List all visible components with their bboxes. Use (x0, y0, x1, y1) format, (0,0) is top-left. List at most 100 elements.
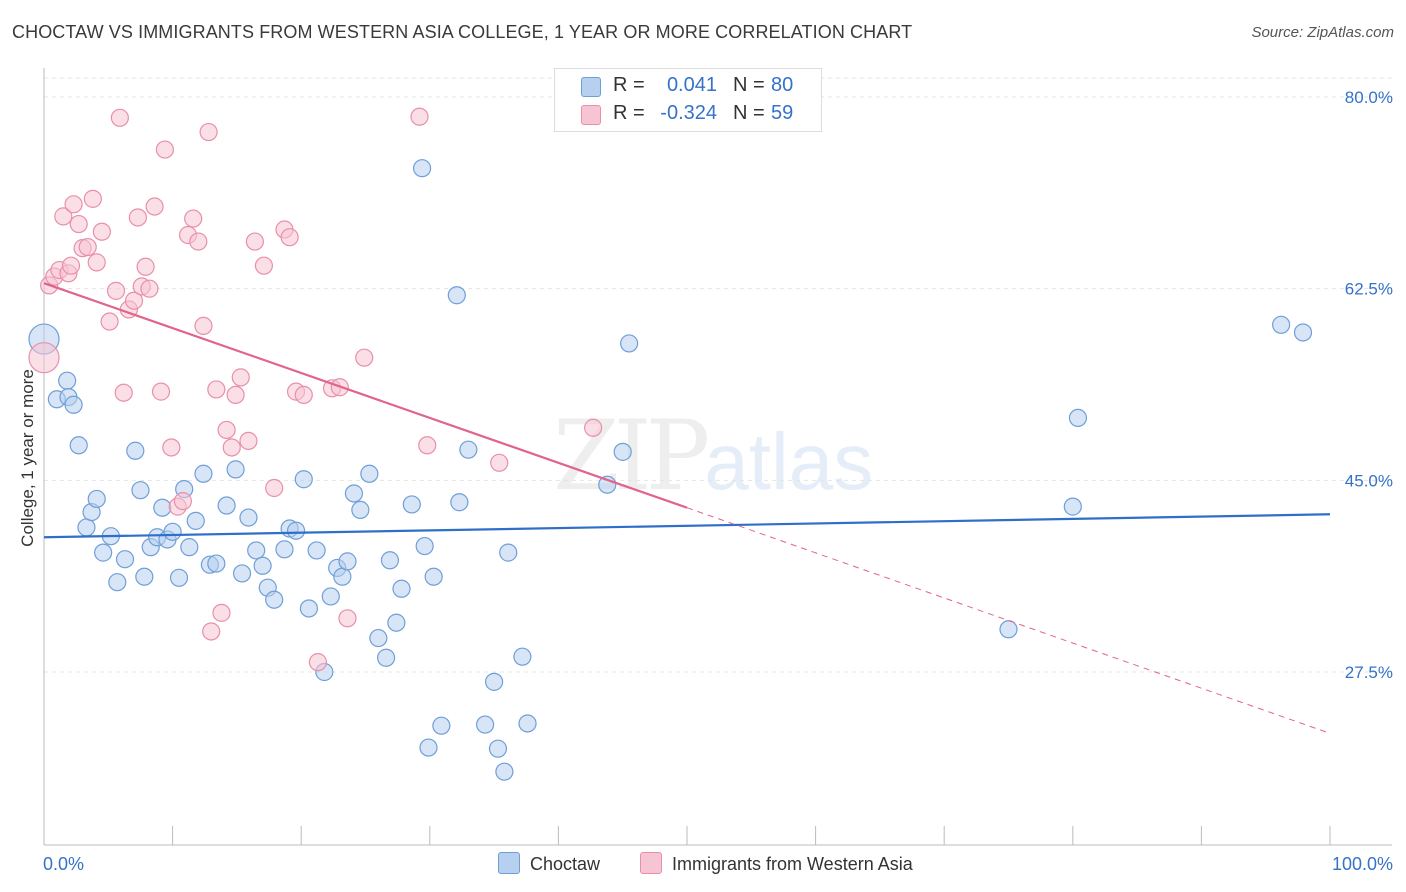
x-tick-label-1: 100.0% (1332, 854, 1393, 874)
point-choctaw-30 (232, 564, 252, 583)
point-choctaw-55 (402, 495, 421, 514)
point-choctaw-6 (77, 518, 96, 537)
point-immigrants-37 (212, 603, 231, 622)
point-choctaw-61 (447, 286, 466, 305)
point-immigrants-38 (217, 420, 236, 440)
point-choctaw-72 (613, 442, 632, 461)
point-choctaw-32 (247, 541, 266, 560)
legend-r-label: R = (613, 102, 645, 124)
legend-n-value: 80 (771, 74, 794, 96)
point-choctaw-53 (387, 613, 406, 632)
trend-line-choctaw (43, 513, 1331, 539)
point-immigrants-19 (124, 291, 144, 310)
point-immigrants-53 (338, 609, 357, 628)
point-choctaw-27 (207, 554, 226, 573)
point-immigrants-45 (265, 478, 284, 498)
point-immigrants-11 (83, 189, 102, 208)
point-immigrants-50 (308, 653, 328, 672)
point-immigrants-0 (28, 342, 60, 374)
point-immigrants-55 (410, 107, 429, 126)
bottom-legend-immigrants: Immigrants from Western Asia (640, 852, 913, 875)
point-immigrants-16 (110, 108, 129, 127)
point-choctaw-77 (1272, 315, 1291, 334)
x-tick-label-0: 0.0% (43, 854, 84, 874)
watermark-atlas: atlas (704, 417, 874, 506)
point-choctaw-47 (344, 484, 364, 503)
point-choctaw-78 (1293, 323, 1313, 342)
legend-r-label: R = (613, 74, 645, 96)
point-choctaw-29 (226, 460, 245, 479)
point-choctaw-18 (153, 498, 172, 517)
y-tick-label-1: 45.0% (1345, 471, 1393, 490)
point-choctaw-33 (253, 556, 272, 575)
legend-swatch-immigrants (581, 105, 601, 125)
point-immigrants-7 (64, 195, 83, 214)
point-choctaw-40 (299, 599, 319, 618)
legend-r-value: -0.324 (660, 102, 717, 124)
point-choctaw-67 (495, 762, 514, 781)
watermark: ZIPatlas (553, 400, 873, 512)
point-choctaw-76 (1068, 408, 1088, 428)
point-choctaw-23 (180, 538, 199, 557)
point-immigrants-20 (128, 208, 147, 227)
bottom-legend-swatch-choctaw (498, 852, 520, 874)
legend: R = 0.041 N = 80 R = -0.324 N = 59 (554, 68, 822, 132)
point-immigrants-40 (226, 385, 245, 405)
point-immigrants-8 (69, 214, 88, 234)
y-tick-label-3: 80.0% (1345, 88, 1393, 107)
point-choctaw-66 (488, 739, 508, 758)
point-choctaw-14 (131, 481, 150, 500)
point-choctaw-35 (265, 590, 284, 609)
point-immigrants-27 (162, 438, 181, 457)
point-choctaw-41 (307, 541, 326, 560)
bottom-legend-label-immigrants: Immigrants from Western Asia (672, 854, 913, 874)
point-choctaw-70 (518, 714, 537, 733)
point-immigrants-31 (184, 209, 203, 228)
y-tick-label-0: 27.5% (1345, 663, 1393, 682)
point-immigrants-15 (106, 281, 126, 300)
point-immigrants-17 (114, 383, 133, 402)
point-choctaw-65 (485, 672, 504, 691)
point-immigrants-4 (54, 207, 73, 226)
bottom-legend-choctaw: Choctaw (498, 852, 600, 875)
point-choctaw-11 (108, 573, 127, 592)
point-immigrants-13 (92, 222, 111, 241)
point-immigrants-49 (294, 385, 313, 405)
point-immigrants-42 (239, 431, 258, 451)
point-choctaw-15 (135, 567, 154, 586)
point-immigrants-6 (61, 256, 81, 275)
bottom-legend-label-choctaw: Choctaw (530, 854, 601, 874)
point-choctaw-39 (294, 470, 313, 489)
point-immigrants-14 (100, 312, 119, 331)
point-immigrants-54 (355, 348, 374, 367)
point-immigrants-58 (584, 418, 603, 437)
point-choctaw-48 (351, 500, 370, 520)
point-choctaw-58 (419, 738, 438, 757)
point-choctaw-75 (1063, 497, 1082, 516)
point-choctaw-64 (475, 715, 495, 734)
point-choctaw-2 (58, 371, 77, 390)
point-choctaw-8 (87, 489, 106, 509)
trend-line-immigrants (43, 282, 688, 509)
point-choctaw-49 (360, 464, 379, 483)
trend-line-extension-immigrants (686, 507, 1331, 734)
point-choctaw-62 (450, 493, 469, 512)
point-choctaw-20 (163, 522, 182, 541)
point-immigrants-35 (202, 622, 221, 641)
point-choctaw-4 (64, 395, 83, 414)
chart-title: CHOCTAW VS IMMIGRANTS FROM WESTERN ASIA … (12, 22, 913, 42)
point-choctaw-56 (412, 159, 432, 178)
point-choctaw-60 (432, 716, 451, 735)
point-choctaw-21 (169, 568, 189, 587)
point-choctaw-24 (186, 511, 205, 530)
point-choctaw-43 (321, 587, 340, 606)
point-choctaw-51 (376, 648, 396, 667)
legend-swatch-choctaw (581, 77, 601, 97)
point-choctaw-63 (459, 440, 478, 459)
point-choctaw-69 (513, 647, 532, 666)
point-immigrants-29 (173, 492, 192, 511)
legend-n-value: 59 (771, 102, 794, 124)
point-choctaw-28 (217, 496, 236, 515)
point-immigrants-12 (87, 253, 106, 272)
